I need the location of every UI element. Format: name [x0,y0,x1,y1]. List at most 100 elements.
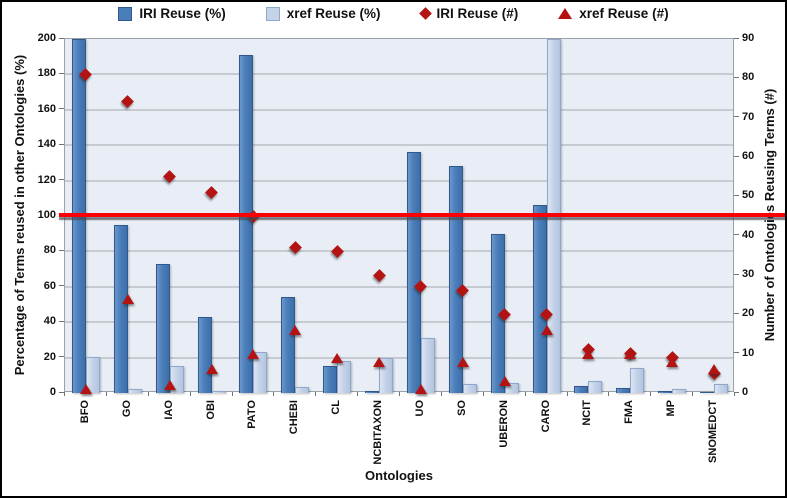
marker-xref-reuse-num [331,352,344,363]
x-axis-tick [482,392,484,396]
bar-xref-reuse-pct [588,381,603,393]
marker-xref-reuse-num [456,356,469,367]
x-axis-category-label: NCBITAXON [372,400,385,465]
left-axis-tick [59,108,64,110]
right-axis-tick-label: 20 [742,307,755,320]
right-axis-tick-label: 90 [742,32,755,44]
legend-item-iri-reuse-pct: IRI Reuse (%) [118,6,226,21]
left-axis-tick [59,179,64,181]
legend-label: xref Reuse (#) [579,6,669,21]
x-axis-category-label: CARO [539,400,552,433]
gridline [65,73,733,76]
x-axis-category-label: NCIT [581,400,594,426]
bar-xref-reuse-pct [630,368,645,393]
red-triangle-icon [558,8,573,19]
bar-iri-reuse-pct [281,297,296,393]
x-axis-title: Ontologies [365,468,433,483]
gridline [65,250,733,253]
left-axis-tick [59,249,64,251]
red-diamond-icon [418,7,432,20]
marker-xref-reuse-num [163,380,176,391]
x-axis-category-label: PATO [246,400,259,429]
left-axis-tick [59,143,64,145]
x-axis-category-label: SO [455,400,468,416]
right-axis-tick [734,37,739,39]
bar-iri-reuse-pct [406,152,421,393]
marker-xref-reuse-num [498,376,511,387]
x-axis-tick [273,392,275,396]
chart-legend: IRI Reuse (%) xref Reuse (%) IRI Reuse (… [2,6,785,21]
bar-xref-reuse-pct [337,361,352,393]
marker-xref-reuse-num [708,364,721,375]
x-axis-tick [357,392,359,396]
bar-iri-reuse-pct [616,387,631,393]
left-axis-tick-label: 120 [37,173,56,186]
marker-xref-reuse-num [373,356,386,367]
x-axis-tick [734,392,735,396]
x-axis-tick [315,392,317,396]
legend-item-iri-reuse-num: IRI Reuse (#) [418,6,518,21]
left-axis-tick-label: 80 [43,244,56,257]
left-axis-tick [59,72,64,74]
bar-xref-reuse-pct [504,383,519,393]
gridline [65,144,733,147]
bar-iri-reuse-pct [448,166,463,393]
right-axis-tick [734,273,739,275]
right-axis-tick [734,312,739,314]
right-axis-tick-label: 10 [742,346,755,359]
bar-xref-reuse-pct [462,384,477,393]
marker-iri-reuse-num [121,95,135,109]
marker-xref-reuse-num [582,348,595,359]
x-axis-tick [231,392,233,396]
left-axis-tick-label: 200 [37,32,56,44]
right-axis-tick-label: 0 [742,386,749,398]
gridline [65,356,733,359]
left-axis-tick-label: 0 [49,386,56,398]
marker-xref-reuse-num [247,348,260,359]
x-axis-tick [566,392,568,396]
gridline [65,321,733,324]
right-axis-tick [734,352,739,354]
left-axis-tick-label: 180 [37,67,56,80]
light-blue-square-icon [265,6,280,21]
bar-xref-reuse-pct [85,356,100,393]
marker-iri-reuse-num [330,245,344,258]
right-axis-tick [734,76,739,78]
x-axis-category-label: UO [413,400,426,417]
x-axis-tick [105,392,107,396]
threshold-arrow-shadow [59,217,785,220]
bar-iri-reuse-pct [197,316,212,393]
bar-xref-reuse-pct [295,386,310,393]
gridline [65,108,733,111]
left-axis-title: Percentage of Terms reused in other Onto… [12,54,27,376]
left-axis-tick [59,285,64,287]
left-axis-tick-label: 140 [37,138,56,151]
x-axis-category-label: MP [665,400,678,417]
x-axis-tick [399,392,400,396]
bar-iri-reuse-pct [155,263,170,393]
bar-iri-reuse-pct [113,224,128,393]
marker-xref-reuse-num [666,356,679,367]
right-axis-tick-label: 40 [742,228,755,241]
marker-xref-reuse-num [289,325,302,336]
x-axis-category-label: UBERON [497,400,510,448]
legend-label: IRI Reuse (%) [139,6,226,21]
left-axis-tick [59,37,64,39]
marker-xref-reuse-num [79,384,92,395]
bar-iri-reuse-pct [323,365,338,393]
right-axis-tick [734,194,739,196]
dark-blue-square-icon [118,6,133,21]
threshold-arrow-line [59,213,785,217]
x-axis-category-label: IAO [162,400,175,420]
x-axis-category-label: CL [330,400,343,415]
bar-xref-reuse-pct [211,391,226,393]
x-axis-category-label: CHEBI [288,400,301,435]
legend-item-xref-reuse-num: xref Reuse (#) [558,6,669,21]
x-axis-category-label: BFO [78,400,91,424]
marker-iri-reuse-num [372,268,386,282]
marker-xref-reuse-num [540,325,553,336]
bar-iri-reuse-pct [658,391,673,393]
x-axis-tick [440,392,442,396]
left-axis-tick [59,391,64,393]
